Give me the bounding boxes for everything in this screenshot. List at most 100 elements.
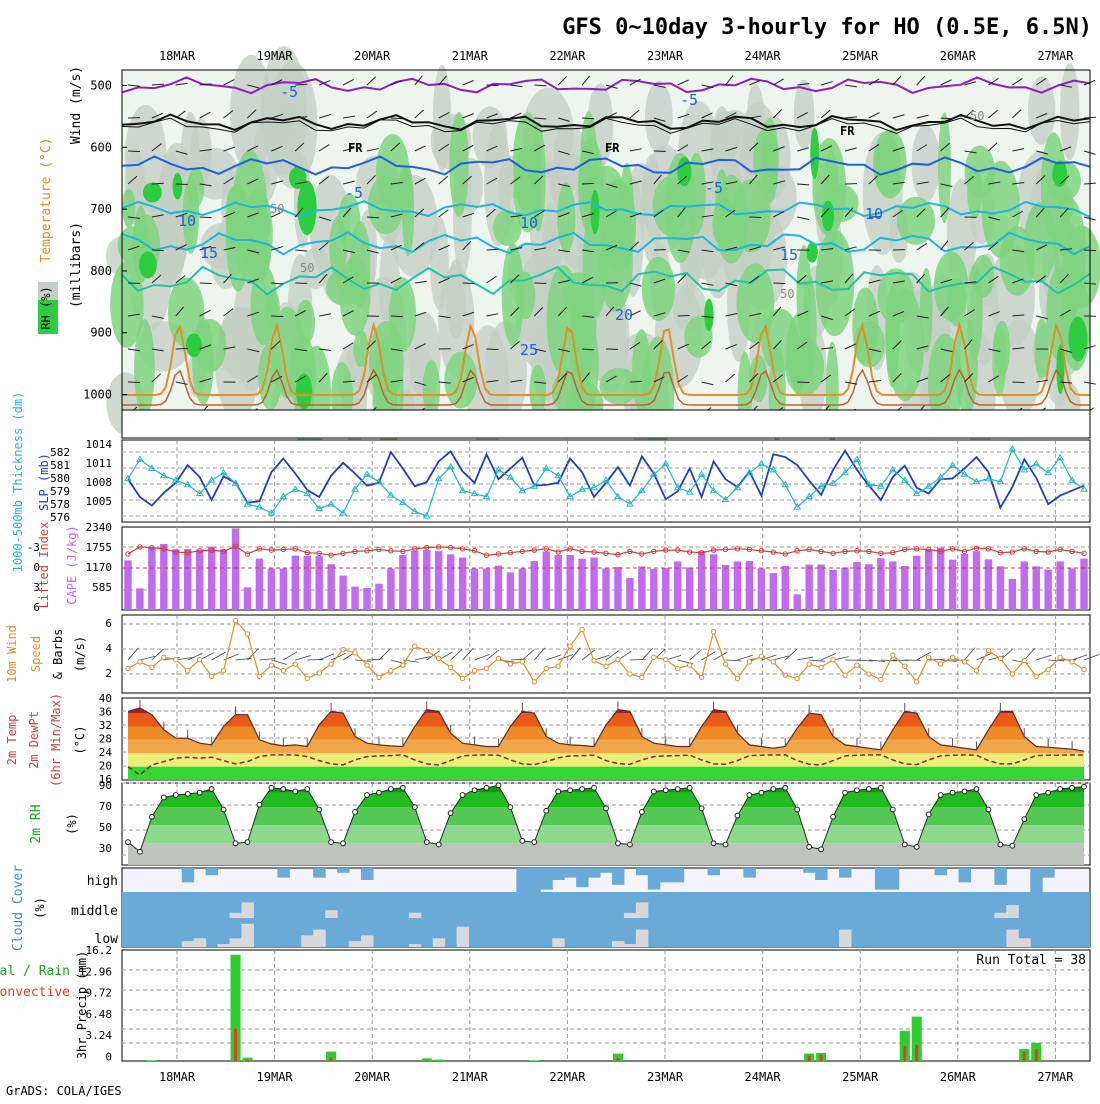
y-tick-precip: 16.2 <box>86 944 113 957</box>
cloud-bar-low <box>457 927 469 947</box>
rh2m-point <box>508 805 513 810</box>
rh2m-point <box>532 840 537 845</box>
y-tick-temp: 36 <box>99 706 112 719</box>
wind10-point <box>1034 674 1038 678</box>
rh-area-bright <box>822 201 834 232</box>
wind10-point <box>138 660 142 664</box>
y-label-rh: RH (%) <box>39 286 53 329</box>
y-tick-cape: 1755 <box>86 541 113 554</box>
rh-area-green <box>994 321 1010 376</box>
cloud-high-bar <box>516 868 528 892</box>
rh2m-point <box>400 785 405 790</box>
wind-barb <box>391 316 403 317</box>
cape-bar <box>925 549 932 610</box>
chart-title: GFS 0~10day 3-hourly for HO (0.5E, 6.5N) <box>562 15 1092 40</box>
cloud-bar-low <box>301 935 313 947</box>
precip-conv-bar <box>330 1058 333 1061</box>
rh2m-point <box>161 795 166 800</box>
cloud-high-bar <box>648 868 660 890</box>
cape-bar <box>519 569 526 611</box>
cloud-high-bar <box>959 868 971 882</box>
cloud-high-bar <box>994 868 1006 885</box>
cape-bar <box>220 549 227 610</box>
y-tick-cape: 1170 <box>86 561 113 574</box>
x-tick-label-top: 25MAR <box>842 49 879 63</box>
cloud-high-bar <box>839 868 851 878</box>
cloud-high-bar <box>552 868 564 880</box>
y-tick-pressure: 900 <box>90 326 112 340</box>
cloud-high-bar <box>337 868 349 873</box>
cloud-bar-low <box>230 938 242 947</box>
x-tick-label-bottom: 26MAR <box>940 1070 977 1084</box>
thickness-slp-panel <box>122 440 1090 522</box>
rh-area-green <box>736 263 774 342</box>
wind10-point <box>269 663 273 667</box>
cape-bar <box>782 566 789 610</box>
wind10-point <box>938 662 942 666</box>
cloud-high-bar <box>1030 868 1042 892</box>
rh2m-point <box>783 785 788 790</box>
wind10-point <box>472 669 476 673</box>
precip-conv-bar <box>425 1060 428 1061</box>
rh2m-panel <box>122 783 1090 865</box>
wind10-point <box>580 627 584 631</box>
y-tick-thickness: 581 <box>50 459 70 472</box>
precip-conv-bar <box>1035 1049 1038 1061</box>
wind10-point <box>867 672 871 676</box>
wind10-point <box>962 660 966 664</box>
cloud-high-bar <box>708 868 720 875</box>
cape-bar <box>662 568 669 610</box>
wind-barb <box>582 183 594 184</box>
rh2m-point <box>233 841 238 846</box>
rh2m-point <box>604 806 609 811</box>
rh2m-point <box>687 785 692 790</box>
x-tick-label-top: 19MAR <box>257 49 294 63</box>
wind10-point <box>783 673 787 677</box>
cape-bar <box>614 567 621 610</box>
rh-area-green <box>369 321 404 402</box>
cape-bar <box>387 569 394 611</box>
wind10-point <box>317 671 321 675</box>
rh2m-point <box>460 793 465 798</box>
wind10-point <box>1070 660 1074 664</box>
y-label-dewpt: 2m DewPt <box>27 711 41 769</box>
y-label-temp-units: (°C) <box>73 726 87 755</box>
y-tick-temp: 24 <box>99 746 113 759</box>
contour-label: -5 <box>345 184 363 202</box>
rh-area-green <box>557 182 575 252</box>
y-tick-thickness: 582 <box>50 446 70 459</box>
cape-bar <box>196 550 203 610</box>
wind10-point <box>687 663 691 667</box>
x-tick-label-top: 26MAR <box>940 49 977 63</box>
wind10-point <box>676 666 680 670</box>
rh2m-point <box>138 849 143 854</box>
wind10-point <box>401 663 405 667</box>
rh2m-point <box>353 810 358 815</box>
rh2m-point <box>795 807 800 812</box>
y-tick-precip: 9.72 <box>86 987 113 1000</box>
cape-bar <box>483 569 490 611</box>
y-tick-precip: 0 <box>105 1051 112 1064</box>
cape-bar <box>853 562 860 610</box>
wind10-point <box>508 662 512 666</box>
wind10-point <box>711 630 715 634</box>
rh2m-point <box>855 788 860 793</box>
rh2m-point <box>269 785 274 790</box>
x-tick-label-top: 20MAR <box>354 49 391 63</box>
cape-bar <box>913 556 920 610</box>
rh2m-point <box>1070 785 1075 790</box>
y-tick-temp: 32 <box>99 719 112 732</box>
rh2m-point <box>592 785 597 790</box>
rh-area-green <box>529 365 546 416</box>
rh2m-point <box>520 838 525 843</box>
wind10-point <box>365 663 369 667</box>
cloud-high-bar <box>206 868 218 875</box>
rh-area-bright <box>704 299 713 332</box>
y-label-cloud: Cloud Cover <box>11 865 26 951</box>
wind10-point <box>1058 655 1062 659</box>
x-tick-label-bottom: 24MAR <box>745 1070 782 1084</box>
wind10-point <box>233 618 237 622</box>
contour-label: 25 <box>520 341 538 359</box>
